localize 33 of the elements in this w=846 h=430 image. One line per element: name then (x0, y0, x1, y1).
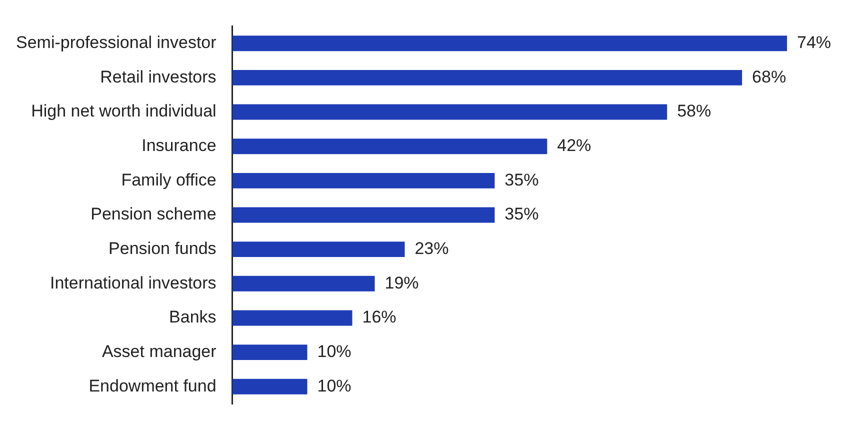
y-tick-label: High net worth individual (31, 102, 216, 121)
y-tick-label: Insurance (142, 136, 216, 156)
data-label: 10% (317, 376, 352, 396)
y-tick-label: Endowment fund (88, 376, 216, 396)
data-label: 68% (752, 67, 786, 86)
bar (232, 310, 352, 326)
bar (232, 172, 495, 188)
data-label: 23% (414, 239, 449, 258)
data-label: 19% (384, 273, 419, 292)
y-tick-label: Asset manager (102, 342, 217, 361)
data-label: 58% (677, 102, 712, 121)
data-label: 74% (797, 33, 832, 52)
bar (232, 104, 668, 120)
data-label: 10% (317, 342, 352, 361)
y-tick-label: Family office (121, 170, 216, 190)
bar (232, 378, 308, 394)
bar (232, 344, 308, 360)
y-tick-label: Pension funds (108, 239, 216, 258)
y-tick-label: Banks (169, 308, 216, 327)
bar (232, 242, 405, 258)
data-label: 35% (504, 204, 539, 224)
bar (232, 70, 742, 86)
bar (232, 207, 495, 223)
y-tick-label: Semi-professional investor (16, 33, 217, 52)
y-tick-label: Retail investors (100, 67, 216, 86)
y-tick-label: Pension scheme (90, 204, 216, 224)
bar (232, 138, 548, 154)
data-label: 35% (504, 170, 539, 190)
y-tick-label: International investors (50, 273, 216, 292)
data-label: 16% (362, 308, 396, 327)
bar (232, 36, 788, 52)
data-label: 42% (557, 136, 592, 156)
bar (232, 276, 375, 292)
